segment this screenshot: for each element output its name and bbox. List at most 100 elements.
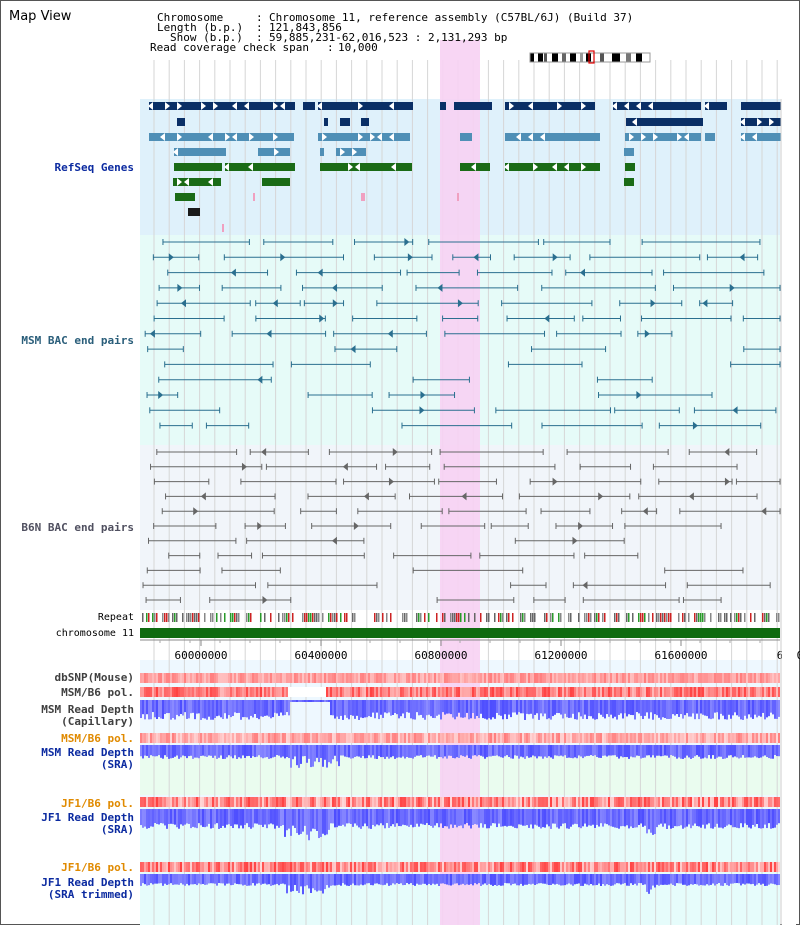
track-label-jf1-depth-trimmed[interactable]: JF1 Read Depth xyxy=(41,876,134,889)
strand-arrow-icon xyxy=(249,133,254,141)
jf1-sra-depth-bar xyxy=(760,809,762,829)
msm-pol-heat-cell xyxy=(566,687,568,697)
msm-pol2-heat-cell xyxy=(664,733,666,743)
msm-pol2-heat-cell xyxy=(450,733,452,743)
msm-pol-heat-cell xyxy=(166,687,168,697)
msm-capillary-depth-bar xyxy=(548,700,550,719)
jf1-pol-heat-cell xyxy=(462,797,464,807)
strand-arrow-icon xyxy=(322,133,327,141)
msm-pol2-heat-cell xyxy=(630,733,632,743)
track-label-jf1-b6-pol-2[interactable]: JF1/B6 pol. xyxy=(61,861,134,874)
repeat-element xyxy=(560,613,562,622)
jf1-sra-depth-bar xyxy=(166,809,168,829)
msm-capillary-depth-bar xyxy=(322,700,324,702)
msm-sra-depth-bar xyxy=(658,745,660,756)
track-label-dbsnp[interactable]: dbSNP(Mouse) xyxy=(54,671,134,684)
jf1-pol-heat-cell xyxy=(406,797,408,807)
jf1-pol-heat-cell xyxy=(558,797,560,807)
msm-pol-heat-cell xyxy=(730,687,732,697)
jf1-trimmed-depth-bar xyxy=(148,874,150,886)
msm-sra-depth-bar xyxy=(494,745,496,756)
msm-sra-depth-bar xyxy=(446,745,448,759)
jf1-pol-heat-cell xyxy=(328,797,330,807)
dbsnp-heat-cell xyxy=(346,673,348,683)
msm-pol2-heat-cell xyxy=(260,733,262,743)
jf1-pol-heat-cell xyxy=(282,797,284,807)
msm-sra-depth-bar xyxy=(312,745,314,767)
msm-pol2-heat-cell xyxy=(302,733,304,743)
msm-pol-heat-cell xyxy=(412,687,414,697)
jf1-sra-depth-bar xyxy=(638,809,640,825)
jf1-pol-heat-cell xyxy=(216,797,218,807)
jf1-pol2-heat-cell xyxy=(190,862,192,872)
jf1-sra-depth-bar xyxy=(632,809,634,828)
jf1-trimmed-depth-bar xyxy=(142,874,144,884)
jf1-trimmed-depth-bar xyxy=(650,874,652,890)
dbsnp-heat-cell xyxy=(440,673,442,683)
jf1-pol2-heat-cell xyxy=(142,862,144,872)
jf1-sra-depth-bar xyxy=(296,809,298,834)
msm-sra-depth-bar xyxy=(644,745,646,758)
msm-capillary-depth-bar xyxy=(330,700,332,716)
strand-arrow-icon xyxy=(317,268,323,277)
gene-block xyxy=(505,133,600,141)
msm-pol-heat-cell xyxy=(536,687,538,697)
jf1-pol2-heat-cell xyxy=(338,862,340,872)
jf1-pol2-heat-cell xyxy=(418,862,420,872)
jf1-trimmed-depth-bar xyxy=(342,874,344,884)
repeat-element xyxy=(204,613,206,622)
repeat-element xyxy=(520,613,522,622)
track-label-msm-depth-capillary[interactable]: MSM Read Depth xyxy=(41,703,134,716)
track-label-b6n-bac[interactable]: B6N BAC end pairs xyxy=(21,521,134,534)
track-label-refseq[interactable]: RefSeq Genes xyxy=(54,161,134,174)
msm-pol-heat-cell xyxy=(218,687,220,697)
track-label-msm-b6-pol-1[interactable]: MSM/B6 pol. xyxy=(61,686,134,699)
jf1-sra-depth-bar xyxy=(554,809,556,824)
msm-sra-depth-bar xyxy=(162,745,164,759)
jf1-trimmed-depth-bar xyxy=(274,874,276,885)
strand-arrow-icon xyxy=(266,329,272,338)
jf1-trimmed-depth-bar xyxy=(606,874,608,885)
repeat-element xyxy=(230,613,232,622)
jf1-pol-heat-cell xyxy=(756,797,758,807)
ideogram-outline xyxy=(529,52,651,63)
jf1-pol-heat-cell xyxy=(230,797,232,807)
dbsnp-heat-cell xyxy=(558,673,560,683)
msm-sra-depth-bar xyxy=(186,745,188,759)
msm-pol-heat-cell xyxy=(714,687,716,697)
jf1-pol-heat-cell xyxy=(368,797,370,807)
track-label-jf1-b6-pol-1[interactable]: JF1/B6 pol. xyxy=(61,797,134,810)
jf1-pol-heat-cell xyxy=(508,797,510,807)
msm-pol-heat-cell xyxy=(142,687,144,697)
dbsnp-heat-cell xyxy=(594,673,596,683)
msm-sra-depth-bar xyxy=(358,745,360,757)
jf1-pol2-heat-cell xyxy=(342,862,344,872)
msm-sra-depth-bar xyxy=(488,745,490,757)
track-label-repeat[interactable]: Repeat xyxy=(97,612,134,623)
jf1-pol2-heat-cell xyxy=(172,862,174,872)
jf1-trimmed-depth-bar xyxy=(170,874,172,884)
msm-pol2-heat-cell xyxy=(210,733,212,743)
ideogram-position-marker[interactable] xyxy=(588,50,595,64)
msm-pol2-heat-cell xyxy=(366,733,368,743)
msm-capillary-depth-bar xyxy=(186,700,188,719)
track-label-msm-bac[interactable]: MSM BAC end pairs xyxy=(21,334,134,347)
msm-capillary-depth-bar xyxy=(262,700,264,717)
msm-capillary-depth-bar xyxy=(500,700,502,716)
dbsnp-heat-cell xyxy=(180,673,182,683)
msm-capillary-depth-bar xyxy=(538,700,540,720)
repeat-element xyxy=(626,613,628,622)
jf1-pol-heat-cell xyxy=(302,797,304,807)
msm-pol2-heat-cell xyxy=(638,733,640,743)
msm-pol-heat-cell xyxy=(416,687,418,697)
jf1-pol-heat-cell xyxy=(526,797,528,807)
msm-pol2-heat-cell xyxy=(308,733,310,743)
track-label-jf1-depth-sra[interactable]: JF1 Read Depth xyxy=(41,811,134,824)
track-label-chromosome[interactable]: chromosome 11 xyxy=(55,628,134,639)
track-label-msm-b6-pol-2[interactable]: MSM/B6 pol. xyxy=(61,732,134,745)
jf1-pol2-heat-cell xyxy=(524,862,526,872)
jf1-pol2-heat-cell xyxy=(580,862,582,872)
track-label-msm-depth-sra[interactable]: MSM Read Depth xyxy=(41,746,134,759)
dbsnp-heat-cell xyxy=(144,673,146,683)
